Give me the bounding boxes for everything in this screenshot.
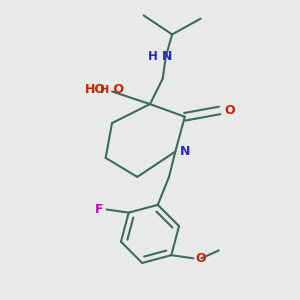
- Text: H: H: [100, 85, 109, 95]
- Text: N: N: [162, 50, 172, 63]
- Text: F: F: [95, 203, 103, 216]
- Text: HO: HO: [85, 83, 106, 96]
- Text: O: O: [195, 252, 206, 265]
- Text: O: O: [109, 83, 124, 96]
- Text: O: O: [224, 104, 235, 117]
- Text: H: H: [148, 50, 158, 63]
- Text: N: N: [180, 145, 190, 158]
